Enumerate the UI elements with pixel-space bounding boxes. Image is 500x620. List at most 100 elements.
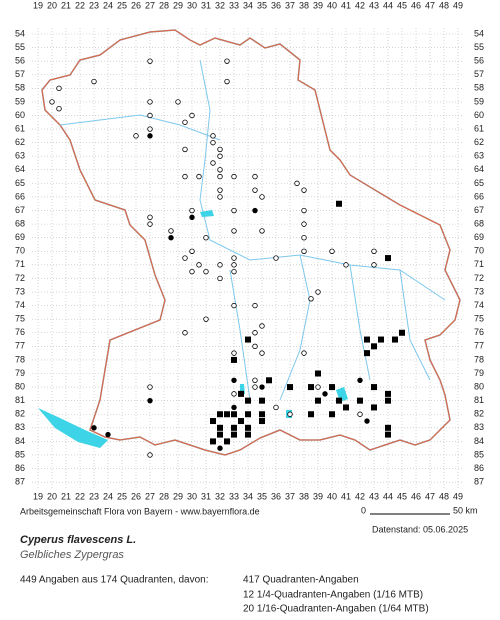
common-name: Gelbliches Zypergras [20, 549, 124, 561]
column-label: 41 [341, 491, 351, 501]
column-label: 23 [89, 0, 99, 10]
column-label: 43 [369, 0, 379, 10]
column-label: 40 [327, 0, 337, 10]
occurrence-circle [231, 377, 237, 383]
column-label: 31 [201, 491, 211, 501]
occurrence-circle [231, 404, 237, 411]
column-label: 46 [411, 491, 421, 501]
occurrence-square [210, 438, 216, 445]
row-label: 80 [474, 381, 484, 391]
occurrence-circle [231, 228, 237, 234]
occurrence-square [210, 418, 216, 425]
occurrence-circle [217, 146, 223, 153]
occurrence-circle [196, 262, 202, 268]
row-label: 84 [15, 436, 25, 446]
column-label: 21 [61, 491, 71, 501]
occurrence-circle [182, 255, 188, 261]
column-label: 47 [425, 491, 435, 501]
occurrence-square [385, 424, 391, 431]
column-label: 39 [313, 491, 323, 501]
occurrence-circle [210, 139, 216, 146]
occurrence-square [371, 343, 377, 350]
occurrence-square [245, 397, 251, 404]
occurrence-circle [231, 391, 237, 397]
occurrence-circle [259, 350, 265, 356]
occurrence-circle [315, 289, 321, 295]
occurrence-circle [56, 85, 62, 92]
column-label: 35 [257, 491, 267, 501]
occurrence-circle [147, 397, 153, 404]
row-label: 72 [15, 273, 25, 283]
row-label: 87 [15, 477, 25, 487]
occurrence-square [266, 377, 272, 384]
row-label: 69 [474, 232, 484, 242]
occurrence-square [224, 411, 230, 418]
row-label: 73 [474, 286, 484, 296]
occurrence-square [315, 370, 321, 377]
row-label: 82 [15, 409, 25, 419]
row-label: 61 [474, 123, 484, 133]
points [49, 58, 405, 458]
column-label: 41 [341, 0, 351, 10]
occurrence-square [231, 431, 237, 438]
row-label: 68 [474, 218, 484, 228]
row-label: 65 [15, 178, 25, 188]
occurrence-circle [203, 268, 209, 275]
column-label: 30 [187, 0, 197, 10]
occurrence-circle [252, 187, 258, 193]
occurrence-circle [252, 302, 258, 309]
row-label: 71 [15, 259, 25, 269]
scale-start: 0 [361, 505, 366, 515]
occurrence-square [231, 424, 237, 431]
row-label: 64 [474, 164, 484, 174]
column-label: 42 [355, 491, 365, 501]
row-label: 60 [15, 110, 25, 120]
occurrence-square [385, 390, 391, 397]
occurrence-circle [301, 350, 307, 356]
occurrence-square [336, 397, 342, 404]
row-label: 57 [474, 69, 484, 79]
row-label: 72 [474, 273, 484, 283]
row-label: 74 [15, 300, 25, 310]
stat: 417 Quadranten-Angaben [243, 575, 359, 586]
column-label: 22 [75, 0, 85, 10]
column-label: 21 [61, 0, 71, 10]
occurrence-square [231, 356, 237, 363]
occurrence-circle [203, 316, 209, 322]
column-label: 33 [229, 0, 239, 10]
occurrence-square [343, 404, 349, 411]
occurrence-circle [56, 105, 62, 112]
column-label: 31 [201, 0, 211, 10]
row-label: 87 [474, 477, 484, 487]
row-label: 66 [474, 191, 484, 201]
row-label: 55 [474, 42, 484, 52]
occurrence-circle [147, 452, 153, 458]
occurrence-circle [357, 377, 363, 383]
column-label: 25 [117, 0, 127, 10]
column-label: 36 [271, 0, 281, 10]
occurrence-circle [147, 126, 153, 132]
occurrence-circle [217, 187, 223, 193]
row-label: 82 [474, 409, 484, 419]
column-label: 19 [33, 491, 43, 501]
row-label: 73 [15, 286, 25, 296]
column-label: 44 [383, 0, 393, 10]
occurrence-circle [252, 377, 258, 383]
occurrence-square [259, 418, 265, 425]
occurrence-circle [189, 268, 195, 275]
occurrence-circle [182, 330, 188, 336]
row-label: 59 [474, 96, 484, 106]
column-label: 38 [299, 491, 309, 501]
occurrence-circle [259, 384, 265, 390]
occurrence-circle [217, 167, 223, 173]
occurrence-circle [147, 221, 153, 227]
occurrence-square [308, 411, 314, 418]
lake-bodensee [38, 408, 108, 448]
occurrence-circle [301, 234, 307, 241]
occurrence-square [385, 255, 391, 262]
occurrence-circle [259, 194, 265, 200]
occurrence-circle [357, 411, 363, 417]
occurrence-square [371, 384, 377, 391]
row-label: 59 [15, 96, 25, 106]
row-label: 70 [474, 246, 484, 256]
